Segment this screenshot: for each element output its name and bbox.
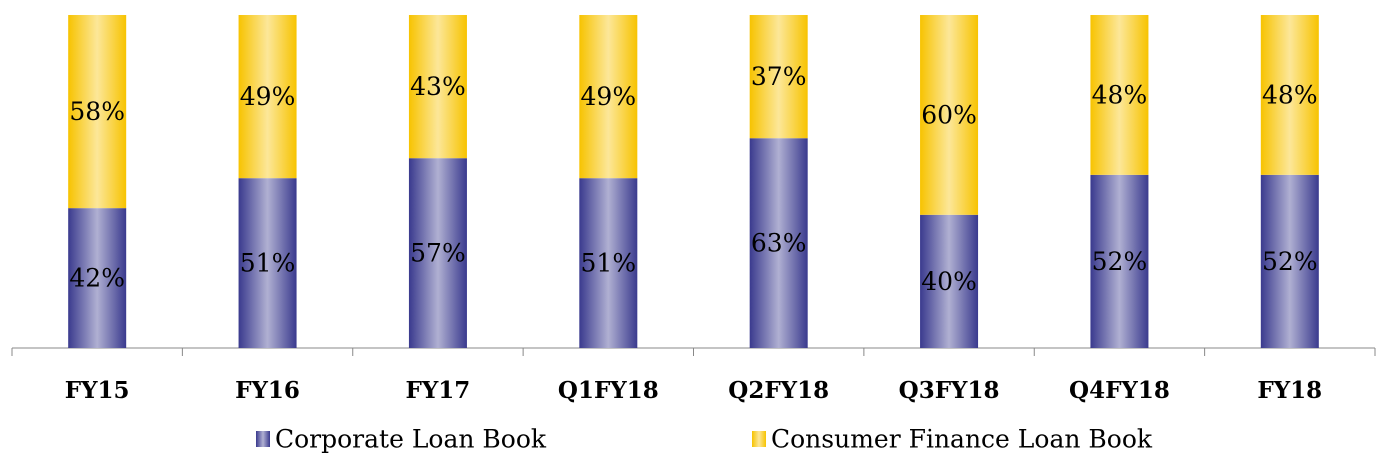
bar-segment	[920, 15, 979, 215]
x-tick-label: Q2FY18	[728, 377, 829, 404]
bar-segment	[1090, 174, 1149, 348]
x-tick-label: Q3FY18	[899, 377, 1000, 404]
value-label: 58%	[69, 97, 125, 126]
x-tick-label: Q4FY18	[1069, 377, 1170, 404]
bar-segment	[68, 208, 127, 348]
legend-label: Consumer Finance Loan Book	[771, 425, 1153, 454]
bar-segment	[408, 158, 467, 348]
bar-segment	[749, 138, 808, 348]
value-label: 42%	[69, 264, 125, 293]
x-tick-label: FY15	[65, 377, 130, 404]
value-label: 57%	[410, 239, 466, 268]
value-label: 60%	[921, 100, 977, 129]
value-label: 52%	[1092, 247, 1148, 276]
bar-segment	[1260, 174, 1319, 348]
bar-segment	[408, 15, 467, 159]
bar-segment	[68, 15, 127, 209]
legend-swatch	[256, 431, 270, 447]
bar-segment	[920, 214, 979, 348]
x-tick-label: FY16	[235, 377, 300, 404]
value-label: 49%	[581, 82, 637, 111]
value-label: 51%	[581, 249, 637, 278]
x-tick-label: FY17	[406, 377, 471, 404]
x-tick-label: FY18	[1257, 377, 1322, 404]
bar-segment	[579, 15, 638, 179]
value-label: 48%	[1092, 80, 1148, 109]
bar-segment	[238, 15, 297, 179]
legend-swatch	[752, 431, 766, 447]
value-label: 63%	[751, 229, 807, 258]
value-label: 51%	[240, 249, 296, 278]
value-label: 52%	[1262, 247, 1318, 276]
value-label: 49%	[240, 82, 296, 111]
x-tick-label: Q1FY18	[558, 377, 659, 404]
value-label: 48%	[1262, 80, 1318, 109]
bar-segment	[238, 178, 297, 348]
value-label: 43%	[410, 72, 466, 101]
bar-segment	[1260, 15, 1319, 175]
legend-label: Corporate Loan Book	[275, 425, 547, 454]
bar-segment	[749, 15, 808, 139]
value-label: 40%	[921, 267, 977, 296]
value-label: 37%	[751, 62, 807, 91]
bar-segment	[579, 178, 638, 348]
bar-segment	[1090, 15, 1149, 175]
